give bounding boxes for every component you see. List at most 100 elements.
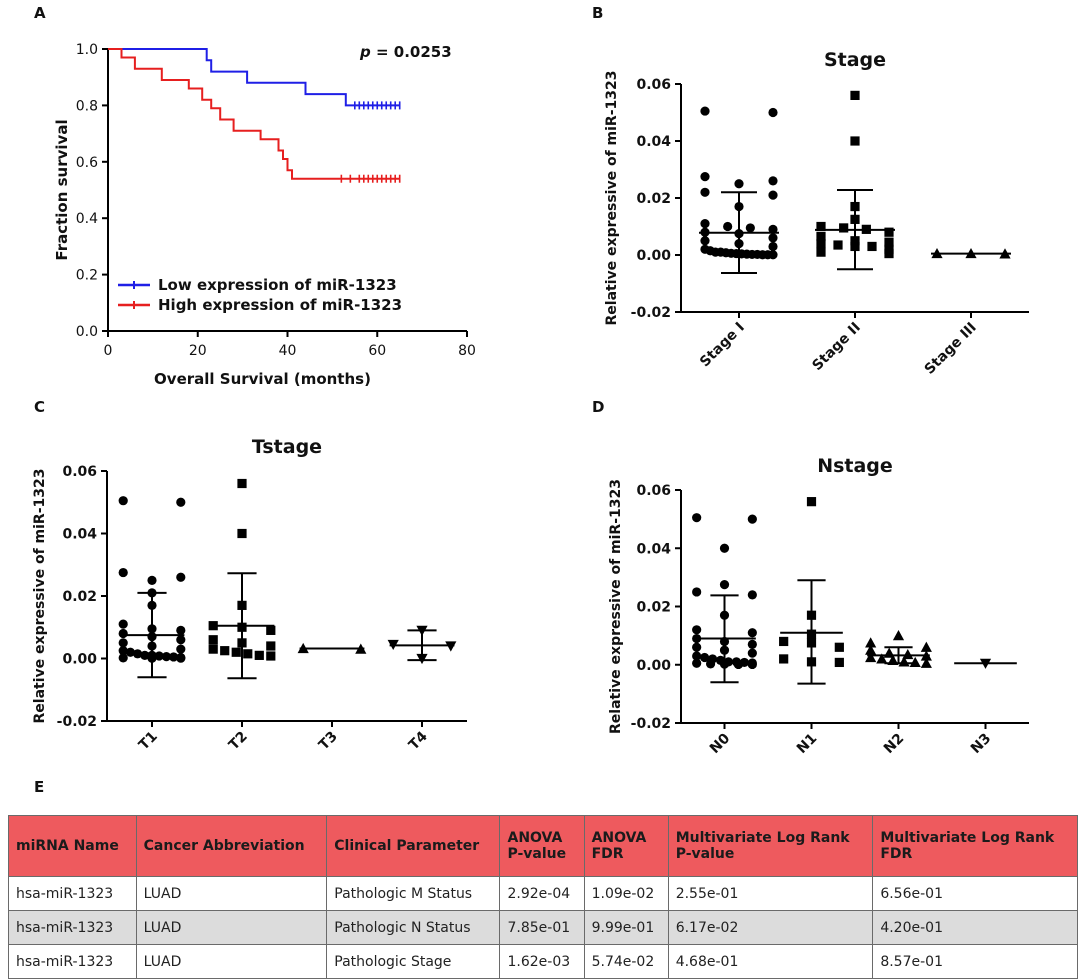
data-point-circle xyxy=(692,587,702,597)
x-tick-label: N1 xyxy=(794,731,820,757)
y-tick-label: 0.2 xyxy=(76,268,98,284)
y-tick-label: -0.02 xyxy=(631,305,671,321)
data-point-square xyxy=(850,90,860,100)
data-point-circle xyxy=(700,106,710,116)
data-point-square xyxy=(266,625,276,635)
data-point-circle xyxy=(176,572,186,582)
header-anova-fdr: ANOVA FDR xyxy=(583,815,669,877)
table-cell: 7.85e-01 xyxy=(499,910,585,945)
x-tick-label: N3 xyxy=(968,731,994,757)
data-point-circle xyxy=(176,644,186,654)
data-point-circle xyxy=(140,650,150,660)
x-tick-label: 0 xyxy=(104,343,113,359)
survival-curve-high xyxy=(108,48,400,180)
x-tick-label: T2 xyxy=(226,729,251,754)
x-tick-label: T1 xyxy=(136,729,161,754)
x-tick-label: N0 xyxy=(707,730,734,757)
data-point-circle xyxy=(700,172,710,182)
data-point-triangle xyxy=(865,644,877,655)
table-cell: 1.09e-02 xyxy=(583,876,669,911)
data-point-circle xyxy=(700,219,710,229)
x-tick-label: 20 xyxy=(189,343,207,359)
table-cell: hsa-miR-1323 xyxy=(8,910,137,945)
results-table: miRNA Name Cancer Abbreviation Clinical … xyxy=(8,815,1078,979)
data-point-square xyxy=(779,654,789,664)
header-text: miRNA Name xyxy=(16,838,119,854)
p-symbol: p xyxy=(359,43,371,61)
data-point-circle xyxy=(118,628,128,639)
header-text: Multivariate Log Rank xyxy=(675,830,850,846)
data-point-circle xyxy=(118,653,128,663)
data-point-square xyxy=(834,642,844,652)
y-tick-label: 0.00 xyxy=(62,652,97,668)
header-clinical-parameter: Clinical Parameter xyxy=(326,815,501,877)
data-point-triangle xyxy=(920,657,932,668)
stage-scatter: -0.02 0.00 0.02 0.04 0.06 Stage Relative expre… xyxy=(604,49,1029,378)
data-point-circle xyxy=(147,575,157,585)
figure-canvas: A B C D E 0.0 0.2 0.4 0.6 0.8 1.0 0 20 40 60 80 Overall … xyxy=(32,4,1029,796)
data-point-circle xyxy=(118,496,128,506)
chart-title: Tstage xyxy=(252,436,322,458)
table-cell: LUAD xyxy=(135,944,328,979)
data-point-circle xyxy=(747,514,757,524)
y-tick-label: 0.6 xyxy=(76,155,98,171)
header-text: Cancer Abbreviation xyxy=(143,838,305,854)
y-tick-label: 0.8 xyxy=(76,98,98,114)
y-axis-label: Fraction survival xyxy=(53,119,71,260)
panel-label-C: C xyxy=(34,398,45,416)
data-point-square xyxy=(850,136,860,146)
header-text: Clinical Parameter xyxy=(334,838,480,854)
y-tick-label: 0.02 xyxy=(636,600,671,616)
data-point-circle xyxy=(161,652,171,662)
data-point-circle xyxy=(768,190,778,200)
data-point-square xyxy=(867,241,877,252)
chart-title: Stage xyxy=(824,49,886,71)
data-point-circle xyxy=(118,619,128,629)
data-point-circle xyxy=(692,658,702,668)
data-point-square xyxy=(806,497,817,507)
data-point-circle xyxy=(176,497,186,507)
km-plot: 0.0 0.2 0.4 0.6 0.8 1.0 0 20 40 60 80 Overall Survi… xyxy=(53,42,476,388)
data-point-square xyxy=(254,650,264,660)
x-tick-label: 60 xyxy=(368,343,386,359)
data-point-circle xyxy=(768,224,778,234)
panel-label-D: D xyxy=(592,398,604,416)
data-point-circle xyxy=(719,543,730,553)
data-point-square xyxy=(237,528,247,539)
y-axis-label: Relative expressive of miR-1323 xyxy=(608,479,624,734)
data-point-circle xyxy=(768,241,778,252)
header-anova-pvalue: ANOVA P-value xyxy=(499,815,585,877)
y-tick-label: 0.00 xyxy=(636,248,671,264)
data-point-square xyxy=(779,636,789,647)
chart-title: Nstage xyxy=(817,455,893,477)
data-point-square xyxy=(231,647,241,657)
data-point-triangle xyxy=(909,656,921,668)
panel-label-A: A xyxy=(34,4,46,22)
data-point-circle xyxy=(118,646,128,656)
y-tick-label: 0.02 xyxy=(62,589,97,605)
data-point-circle xyxy=(768,233,778,243)
header-logrank-fdr: Multivariate Log Rank FDR xyxy=(872,815,1078,877)
header-text: ANOVA xyxy=(507,830,563,846)
data-point-square xyxy=(816,231,826,242)
data-point-circle xyxy=(768,107,778,118)
data-point-square xyxy=(816,239,826,249)
y-tick-label: -0.02 xyxy=(631,716,671,732)
data-point-circle xyxy=(692,625,702,635)
x-tick-label: T3 xyxy=(316,729,341,754)
data-point-square xyxy=(884,237,894,247)
data-point-circle xyxy=(118,638,128,648)
table-row: hsa-miR-1323 LUAD Pathologic Stage 1.62e… xyxy=(8,944,1078,979)
data-point-triangle xyxy=(865,637,877,648)
data-point-circle xyxy=(733,659,744,670)
data-point-triangle xyxy=(865,651,877,663)
x-tick-label: Stage III xyxy=(922,320,980,378)
table-cell: 9.99e-01 xyxy=(583,910,669,945)
x-tick-label: 40 xyxy=(279,343,297,359)
table-cell: 6.56e-01 xyxy=(872,876,1078,911)
table-row: hsa-miR-1323 LUAD Pathologic N Status 7.… xyxy=(8,910,1078,945)
x-tick-label: N2 xyxy=(881,731,907,757)
data-point-circle xyxy=(719,580,730,590)
header-text: P-value xyxy=(675,846,735,862)
x-tick-label: T4 xyxy=(406,728,431,753)
